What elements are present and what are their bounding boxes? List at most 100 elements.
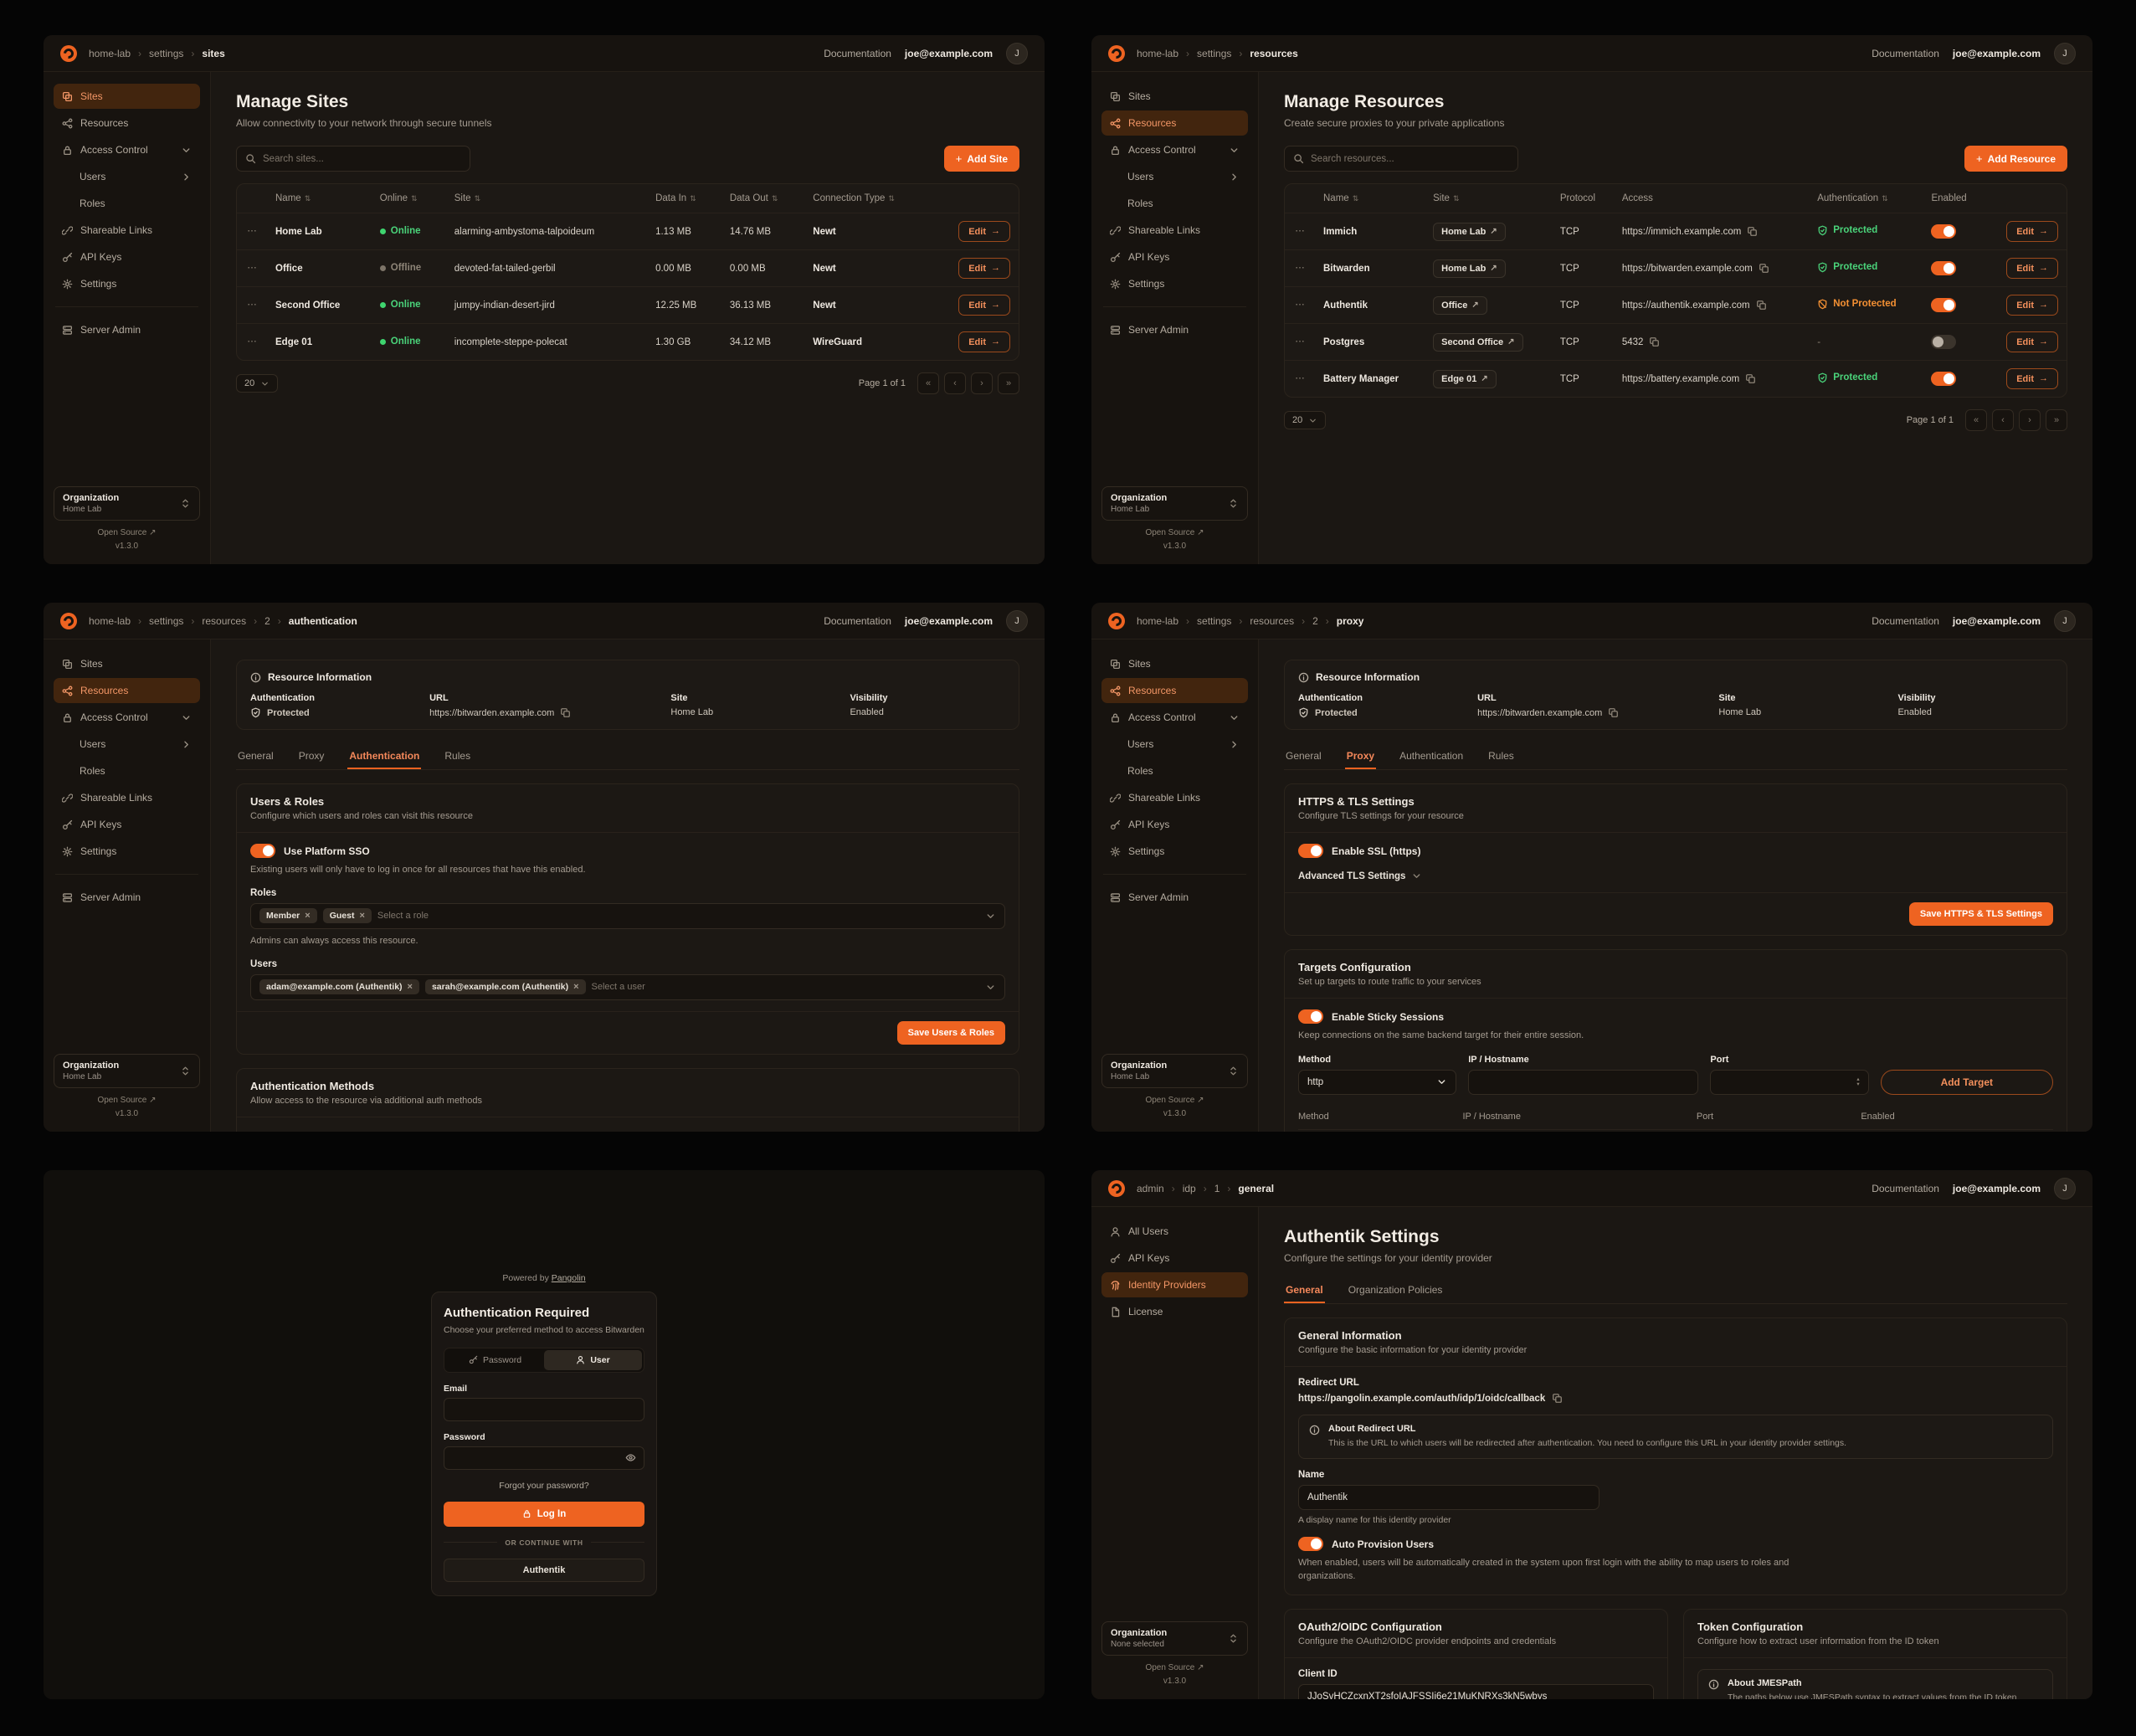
sidebar-item-api-keys[interactable]: API Keys <box>1101 1246 1248 1271</box>
column-header-site[interactable]: Site ⇅ <box>445 184 648 213</box>
column-header-online[interactable]: Online ⇅ <box>371 184 446 213</box>
sidebar-item-users[interactable]: Users <box>54 164 200 189</box>
site-link[interactable]: Edge 01 ↗ <box>1433 369 1497 388</box>
column-header-site[interactable]: Site ⇅ <box>1425 184 1552 213</box>
edit-button[interactable]: Edit → <box>958 258 1010 279</box>
documentation-link[interactable]: Documentation <box>1872 1182 1939 1194</box>
row-menu-button[interactable]: ⋯ <box>1285 286 1315 324</box>
pangolin-link[interactable]: Pangolin <box>551 1273 586 1284</box>
sidebar-item-shareable-links[interactable]: Shareable Links <box>1101 218 1248 243</box>
avatar[interactable]: J <box>1006 42 1028 64</box>
tab-password[interactable]: Password <box>446 1350 544 1370</box>
copy-icon[interactable] <box>1649 336 1660 347</box>
documentation-link[interactable]: Documentation <box>824 47 891 59</box>
copy-icon[interactable] <box>1756 300 1767 311</box>
sidebar-item-sites[interactable]: Sites <box>1101 651 1248 676</box>
sidebar-item-settings[interactable]: Settings <box>1101 839 1248 864</box>
edit-button[interactable]: Edit → <box>2006 221 2058 242</box>
copy-icon[interactable] <box>1759 263 1769 274</box>
breadcrumb-item[interactable]: home-lab <box>1137 47 1179 59</box>
remove-icon[interactable]: × <box>407 981 413 992</box>
page-size-select[interactable]: 20 <box>236 374 279 393</box>
page-size-select[interactable]: 20 <box>1284 411 1327 429</box>
user-chip[interactable]: adam@example.com (Authentik) × <box>259 979 419 995</box>
tab-general[interactable]: General <box>1284 1276 1325 1303</box>
add-resource-button[interactable]: + Add Resource <box>1964 146 2067 172</box>
breadcrumb-item[interactable]: settings <box>1178 48 1231 59</box>
sidebar-item-license[interactable]: License <box>1101 1299 1248 1324</box>
copy-icon[interactable] <box>1608 707 1619 718</box>
eye-icon[interactable] <box>625 1452 636 1463</box>
last-page-button[interactable]: » <box>2046 409 2067 431</box>
forgot-password-link[interactable]: Forgot your password? <box>499 1480 589 1491</box>
copy-icon[interactable] <box>560 707 571 718</box>
sidebar-item-access-control[interactable]: Access Control <box>54 137 200 162</box>
row-menu-button[interactable]: ⋯ <box>237 249 267 287</box>
documentation-link[interactable]: Documentation <box>1872 614 1939 627</box>
platform-sso-toggle[interactable] <box>250 844 275 858</box>
sidebar-item-resources[interactable]: Resources <box>54 678 200 703</box>
sidebar-item-identity-providers[interactable]: Identity Providers <box>1101 1272 1248 1297</box>
organization-switcher[interactable]: Organization Home Lab <box>1101 1054 1248 1088</box>
first-page-button[interactable]: « <box>1965 409 1987 431</box>
sidebar-item-all-users[interactable]: All Users <box>1101 1219 1248 1244</box>
breadcrumb-item[interactable]: home-lab <box>1137 614 1179 627</box>
save-https-tls-button[interactable]: Save HTTPS & TLS Settings <box>1908 902 2053 926</box>
auto-provision-toggle[interactable] <box>1298 1537 1323 1552</box>
edit-button[interactable]: Edit → <box>2006 295 2058 316</box>
sidebar-item-shareable-links[interactable]: Shareable Links <box>54 785 200 810</box>
sidebar-item-api-keys[interactable]: API Keys <box>54 244 200 270</box>
column-header-authentication[interactable]: Authentication ⇅ <box>1809 184 1923 213</box>
tab-proxy[interactable]: Proxy <box>1345 742 1376 769</box>
tab-authentication[interactable]: Authentication <box>1399 750 1464 762</box>
enabled-toggle[interactable] <box>1931 298 1957 312</box>
edit-button[interactable]: Edit → <box>958 295 1010 316</box>
client-id-input[interactable] <box>1298 1684 1654 1699</box>
port-input[interactable]: ▴ ▾ <box>1710 1069 1869 1095</box>
password-input[interactable] <box>452 1452 620 1463</box>
breadcrumb-item[interactable]: 1 <box>1196 1183 1220 1194</box>
column-header-data-in[interactable]: Data In ⇅ <box>647 184 721 213</box>
user-email[interactable]: joe@example.com <box>904 47 993 59</box>
remove-icon[interactable]: × <box>359 910 365 921</box>
sidebar-item-shareable-links[interactable]: Shareable Links <box>1101 785 1248 810</box>
row-menu-button[interactable]: ⋯ <box>237 323 267 360</box>
breadcrumb-item[interactable]: settings <box>131 48 183 59</box>
open-source-link[interactable]: Open Source ↗ <box>97 1096 157 1105</box>
sidebar-item-roles[interactable]: Roles <box>1101 191 1248 216</box>
password-field[interactable] <box>444 1446 644 1470</box>
edit-button[interactable]: Edit → <box>2006 258 2058 279</box>
enable-ssl-toggle[interactable] <box>1298 844 1323 858</box>
avatar[interactable]: J <box>1006 609 1028 632</box>
sidebar-item-server-admin[interactable]: Server Admin <box>54 317 200 342</box>
breadcrumb-item[interactable]: resources <box>1231 615 1294 627</box>
organization-switcher[interactable]: Organization Home Lab <box>54 486 200 521</box>
role-chip[interactable]: Guest × <box>322 908 372 924</box>
open-source-link[interactable]: Open Source ↗ <box>1145 1096 1204 1105</box>
sidebar-item-sites[interactable]: Sites <box>54 651 200 676</box>
method-select[interactable]: http <box>1298 1069 1457 1095</box>
login-button[interactable]: Log In <box>444 1501 644 1527</box>
enabled-toggle[interactable] <box>1931 335 1957 349</box>
sidebar-item-api-keys[interactable]: API Keys <box>1101 244 1248 270</box>
site-link[interactable]: Office ↗ <box>1433 295 1487 315</box>
breadcrumb-item[interactable]: admin <box>1137 1182 1164 1194</box>
user-email[interactable]: joe@example.com <box>904 614 993 627</box>
email-field[interactable] <box>444 1397 644 1421</box>
sidebar-item-settings[interactable]: Settings <box>54 271 200 296</box>
copy-icon[interactable] <box>1747 226 1758 237</box>
advanced-tls-settings-toggle[interactable]: Advanced TLS Settings <box>1298 871 1422 881</box>
row-menu-button[interactable]: ⋯ <box>1285 213 1315 250</box>
user-chip[interactable]: sarah@example.com (Authentik) × <box>424 979 586 995</box>
copy-icon[interactable] <box>1552 1393 1563 1404</box>
breadcrumb-item[interactable]: home-lab <box>89 47 131 59</box>
add-site-button[interactable]: + Add Site <box>943 146 1019 172</box>
sidebar-item-users[interactable]: Users <box>1101 164 1248 189</box>
edit-button[interactable]: Edit → <box>2006 331 2058 352</box>
sidebar-item-access-control[interactable]: Access Control <box>1101 705 1248 730</box>
user-email[interactable]: joe@example.com <box>1952 47 2041 59</box>
roles-multiselect[interactable]: Member × Guest × Select a role <box>250 902 1005 929</box>
breadcrumb-item[interactable]: 2 <box>1294 615 1318 627</box>
site-link[interactable]: Home Lab ↗ <box>1433 259 1506 278</box>
breadcrumb-item[interactable]: home-lab <box>89 614 131 627</box>
